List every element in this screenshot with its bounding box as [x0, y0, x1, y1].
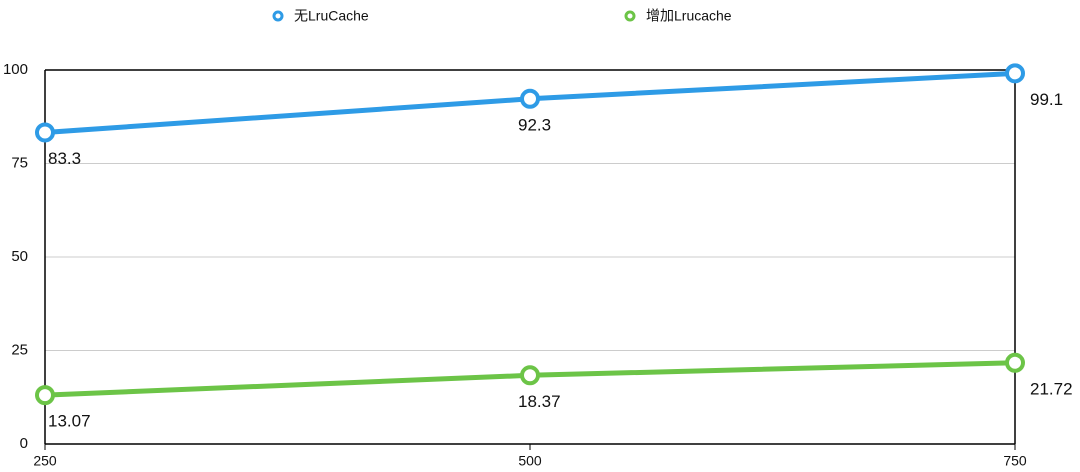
data-label: 21.72 [1030, 379, 1073, 398]
legend-label: 增加Lrucache [646, 8, 732, 24]
point [1005, 63, 1025, 84]
point [520, 365, 540, 386]
point [35, 385, 55, 406]
data-label: 92.3 [518, 115, 551, 134]
point [520, 88, 540, 109]
data-label: 13.07 [48, 412, 91, 431]
x-tick-label: 250 [33, 453, 57, 469]
point [1005, 352, 1025, 373]
legend-marker [624, 10, 636, 22]
y-tick-label: 100 [3, 61, 28, 78]
data-label: 18.37 [518, 392, 561, 411]
point [35, 122, 55, 143]
y-tick-label: 50 [11, 248, 28, 265]
legend-label: 无LruCache [294, 8, 369, 24]
y-tick-label: 0 [20, 435, 28, 452]
x-tick-label: 750 [1003, 453, 1027, 469]
y-tick-label: 75 [11, 154, 28, 171]
legend-marker [272, 10, 284, 22]
x-tick-label: 500 [518, 453, 542, 469]
data-label: 99.1 [1030, 90, 1063, 109]
y-tick-label: 25 [11, 341, 28, 358]
data-label: 83.3 [48, 149, 81, 168]
